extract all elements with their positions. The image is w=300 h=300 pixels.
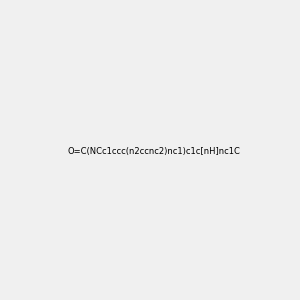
Text: O=C(NCc1ccc(n2ccnc2)nc1)c1c[nH]nc1C: O=C(NCc1ccc(n2ccnc2)nc1)c1c[nH]nc1C: [67, 147, 240, 156]
